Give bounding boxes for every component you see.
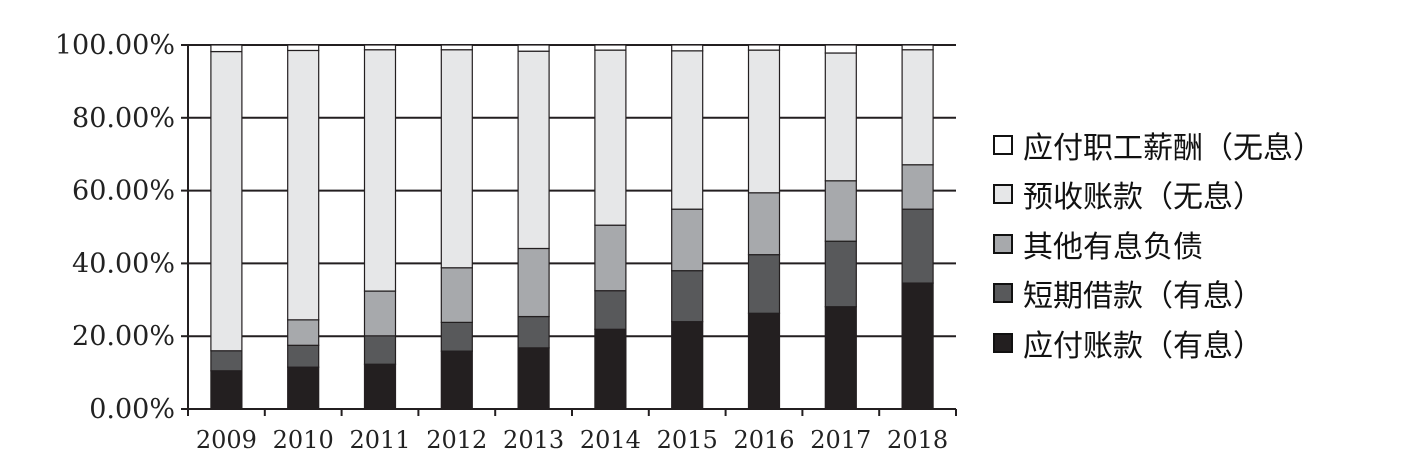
bar-2009-series-4 [210,44,243,53]
bar-2012-series-0 [440,350,473,410]
bar-2013-series-3 [517,50,550,250]
bar-2009-series-3 [210,50,243,352]
x-tick-label-2011: 2011 [349,426,410,454]
bar-2018-series-0 [901,282,934,410]
bar-2013-series-1 [517,315,550,349]
bar-2014-series-4 [594,44,627,51]
legend-swatch [993,184,1013,205]
bar-2014-series-1 [594,290,627,330]
bar-2011-series-3 [363,49,397,292]
bar-2011-series-2 [363,290,397,337]
x-tick-labels: 2009 2010 2011 2012 2013 2014 2015 2016 2017 2018 [196,426,948,454]
bar-2012-series-2 [440,267,473,323]
bar-2011-series-0 [363,363,397,410]
bar-2016-series-3 [747,49,781,194]
legend-label: 应付账款（有息） [1023,328,1263,364]
bar-2010-series-2 [287,319,320,346]
bar-2015-series-1 [671,270,704,323]
legend-swatch [993,134,1013,155]
bar-2012-series-3 [440,49,473,269]
legend-swatch [993,233,1013,254]
bar-2015-series-2 [671,208,704,272]
x-tick-label-2017: 2017 [810,426,871,454]
bar-2013-series-0 [517,347,550,410]
stacked-bar-chart: 0.00% 20.00% 40.00% 60.00% 80.00% 100.00% 200… [55,30,957,454]
bar-2009-series-1 [210,350,243,372]
legend-item: 预收账款（无息） [993,170,1423,220]
bar-2015-series-0 [671,321,704,410]
x-tick-label-2013: 2013 [503,426,564,454]
legend-label: 预收账款（无息） [1023,180,1263,216]
bar-2016-series-0 [747,312,781,410]
bar-2012-series-4 [440,44,473,51]
bar-2010-series-3 [287,49,320,321]
legend-swatch [993,332,1013,353]
bar-2018-series-4 [901,44,934,51]
bar-2018-series-2 [901,164,934,210]
legend-swatch [993,283,1013,304]
y-tick-label-20.00%: 20.00% [72,321,175,352]
x-tick-label-2014: 2014 [580,426,641,454]
y-tick-labels: 0.00% 20.00% 40.00% 60.00% 80.00% 100.00% [55,30,175,425]
x-tick-label-2009: 2009 [196,426,257,454]
legend-label: 短期借款（有息） [1023,279,1263,315]
legend-item: 其他有息负债 [993,219,1423,269]
bar-2011-series-1 [363,335,397,365]
x-tick-label-2012: 2012 [426,426,487,454]
bar-2017-series-1 [824,240,857,308]
bar-2009-series-0 [210,370,243,410]
bar-2018-series-3 [901,49,934,166]
x-tick-label-2018: 2018 [887,426,948,454]
bar-2014-series-0 [594,328,627,410]
bar-2015-series-4 [671,44,704,52]
legend-item: 应付账款（有息） [993,318,1423,368]
axes [181,44,957,416]
legend-item: 应付职工薪酬（无息） [993,120,1423,170]
x-tick-label-2015: 2015 [657,426,718,454]
bar-2015-series-3 [671,50,704,210]
bar-2018-series-1 [901,208,934,284]
bar-2010-series-0 [287,366,320,410]
legend-label: 其他有息负债 [1023,229,1203,265]
y-tick-label-40.00%: 40.00% [72,248,175,279]
y-tick-label-0.00%: 0.00% [89,394,175,425]
x-tick-label-2010: 2010 [273,426,334,454]
bar-2013-series-2 [517,247,550,318]
bar-2014-series-2 [594,224,627,292]
bar-2013-series-4 [517,44,550,52]
legend-item: 短期借款（有息） [993,269,1423,319]
bar-2017-series-2 [824,180,857,242]
bar-2011-series-4 [363,44,397,51]
bar-2014-series-3 [594,49,627,226]
x-tick-label-2016: 2016 [733,426,794,454]
y-tick-label-100.00%: 100.00% [55,30,175,61]
bar-2016-series-1 [747,254,781,314]
bar-2012-series-1 [440,321,473,352]
bar-2017-series-3 [824,52,857,182]
y-tick-label-80.00%: 80.00% [72,103,175,134]
legend: 应付职工薪酬（无息） 预收账款（无息） 其他有息负债短期借款（有息） 应付账款（有息） [993,120,1423,368]
y-tick-label-60.00%: 60.00% [72,176,175,207]
bar-2017-series-4 [824,44,857,54]
bar-2016-series-4 [747,44,781,51]
legend-label: 应付职工薪酬（无息） [1023,130,1323,166]
bar-2017-series-0 [824,306,857,410]
bar-2010-series-1 [287,344,320,368]
bar-2016-series-2 [747,192,781,256]
bars [210,44,934,410]
bar-2010-series-4 [287,44,320,52]
